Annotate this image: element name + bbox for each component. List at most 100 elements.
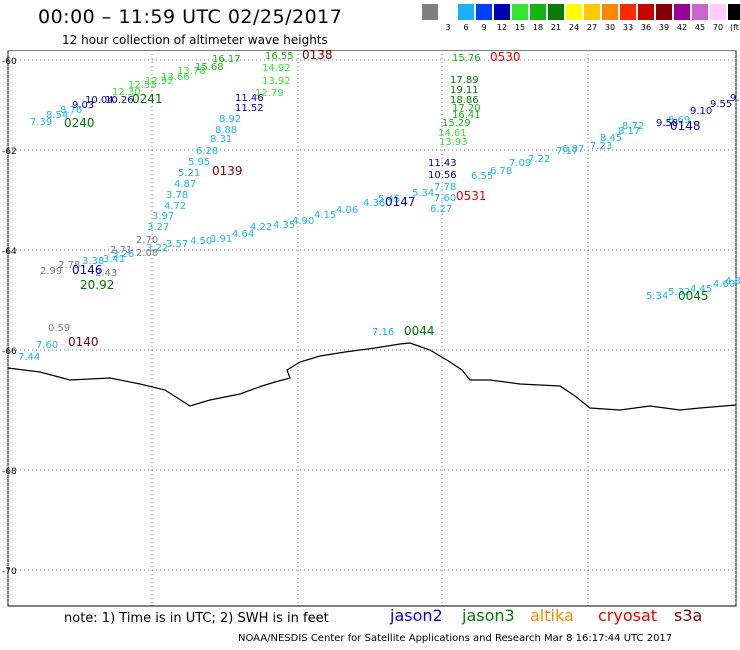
scale-swatch bbox=[728, 4, 740, 20]
swh-value: 4.64 bbox=[232, 229, 254, 240]
pass-time-label: 0148 bbox=[670, 119, 701, 133]
scale-label: 30 bbox=[604, 23, 616, 32]
pass-time-label: 0530 bbox=[490, 50, 521, 64]
altimeter-map: -60-62-64-66-68-70 105108111114117120 7.… bbox=[2, 50, 740, 607]
swh-value: 7.60 bbox=[36, 340, 58, 351]
track-pass: 20.92 bbox=[80, 278, 114, 292]
swh-value: 0.59 bbox=[48, 323, 70, 334]
lat-label: -70 bbox=[2, 567, 17, 577]
pass-time-label: 0240 bbox=[64, 116, 95, 130]
scale-label: 27 bbox=[586, 23, 598, 32]
pass-time-label: 0140 bbox=[68, 335, 99, 349]
swh-value: 3.91 bbox=[210, 234, 232, 245]
lat-label: -60 bbox=[2, 57, 17, 67]
swh-value: 18.86 bbox=[450, 95, 479, 106]
swh-value: 3.41 bbox=[103, 254, 125, 265]
latitude-labels: -60 -62 -64 -66 -68 -70 bbox=[2, 57, 17, 577]
swh-value: 3.57 bbox=[166, 239, 188, 250]
swh-value: 8.92 bbox=[219, 114, 241, 125]
swh-value: 13.78 bbox=[177, 66, 206, 77]
swh-value: 6.78 bbox=[490, 166, 512, 177]
pass-time-label: 0045 bbox=[678, 289, 709, 303]
scale-swatch bbox=[530, 4, 546, 20]
scale-swatch bbox=[422, 4, 438, 20]
swh-value: 12.92 bbox=[145, 76, 174, 87]
scale-swatch bbox=[494, 4, 510, 20]
lat-label: -62 bbox=[2, 147, 17, 157]
pass-time-label: 0531 bbox=[456, 189, 487, 203]
scale-label: 9 bbox=[481, 23, 487, 32]
swh-value: 7.17 bbox=[556, 146, 578, 157]
legend-item: s3a bbox=[674, 606, 703, 625]
lat-label: -68 bbox=[2, 467, 17, 477]
scale-swatch bbox=[512, 4, 528, 20]
scale-swatch bbox=[710, 4, 726, 20]
swh-value: 12.53 bbox=[128, 80, 157, 91]
swh-value: 13.92 bbox=[262, 76, 291, 87]
scale-swatch bbox=[602, 4, 618, 20]
track-pass: 15.76 17.8919.1118.8617.2016.4115.2914.61… bbox=[438, 50, 521, 148]
swh-value: 5.21 bbox=[178, 168, 200, 179]
scale-swatch bbox=[674, 4, 690, 20]
swh-value: 8.69 bbox=[668, 115, 690, 126]
swh-value: 3.38 bbox=[82, 256, 104, 267]
swh-value: 8.45 bbox=[600, 133, 622, 144]
scale-label: (ft) bbox=[729, 23, 740, 32]
swh-value: 5.45 bbox=[378, 194, 400, 205]
scale-label: 6 bbox=[463, 23, 469, 32]
credit-line: NOAA/NESDIS Center for Satellite Applica… bbox=[238, 633, 673, 644]
pass-time-label: 0241 bbox=[132, 92, 163, 106]
swh-value: 4.87 bbox=[725, 276, 740, 287]
pass-time-label: 0139 bbox=[212, 164, 243, 178]
lat-label: -66 bbox=[2, 347, 17, 357]
swh-value: 15.68 bbox=[195, 62, 224, 73]
swh-value: 9.10 bbox=[690, 106, 712, 117]
swh-value: 3.97 bbox=[152, 211, 174, 222]
scale-label: 12 bbox=[496, 23, 508, 32]
scale-label: 70 bbox=[712, 23, 724, 32]
lat-label: -64 bbox=[2, 247, 17, 257]
track-pass: 0139 bbox=[212, 164, 243, 178]
swh-value: 4.72 bbox=[164, 201, 186, 212]
page-title: 00:00 – 11:59 UTC 02/25/2017 bbox=[38, 6, 343, 28]
swh-value: 9.40 bbox=[730, 93, 740, 104]
track-pass: 7.16 0044 bbox=[372, 324, 435, 338]
pass-time-label: 0138 bbox=[302, 50, 333, 62]
swh-value: 8.72 bbox=[622, 121, 644, 132]
swh-value: 4.22 bbox=[250, 222, 272, 233]
swh-value: 8.54 bbox=[46, 110, 68, 121]
swh-value: 2.08 bbox=[136, 248, 158, 259]
pass-time-label: 0147 bbox=[385, 195, 416, 209]
swh-value: 8.31 bbox=[210, 134, 232, 145]
scale-label: 21 bbox=[550, 23, 562, 32]
swh-value: 13.66 bbox=[161, 72, 190, 83]
scale-label: 45 bbox=[694, 23, 706, 32]
swh-value: 3.78 bbox=[166, 190, 188, 201]
swh-value: 7.44 bbox=[18, 352, 40, 363]
swh-value: 7.60 bbox=[434, 193, 456, 204]
scale-swatch bbox=[656, 4, 672, 20]
scale-swatch bbox=[584, 4, 600, 20]
swh-value: 11.43 bbox=[428, 158, 457, 169]
swh-value: 11.52 bbox=[235, 103, 264, 114]
scale-label: 15 bbox=[514, 23, 526, 32]
scale-swatch bbox=[548, 4, 564, 20]
legend-item: altika bbox=[530, 606, 574, 625]
swh-value: 6.27 bbox=[430, 204, 452, 215]
legend-item: jason3 bbox=[462, 606, 515, 625]
swh-value: 9.03 bbox=[72, 100, 94, 111]
swh-value: 7.16 bbox=[372, 327, 394, 338]
swh-value: 15.76 bbox=[452, 53, 481, 64]
swh-value: 14.61 bbox=[438, 128, 467, 139]
swh-value: 3.26 bbox=[112, 249, 134, 260]
pass-time-label: 20.92 bbox=[80, 278, 114, 292]
swh-value: 9.55 bbox=[710, 99, 732, 110]
scale-label: 42 bbox=[676, 23, 688, 32]
legend-item: jason2 bbox=[390, 606, 443, 625]
swh-value: 4.50 bbox=[190, 236, 212, 247]
swh-value: 14.92 bbox=[262, 63, 291, 74]
